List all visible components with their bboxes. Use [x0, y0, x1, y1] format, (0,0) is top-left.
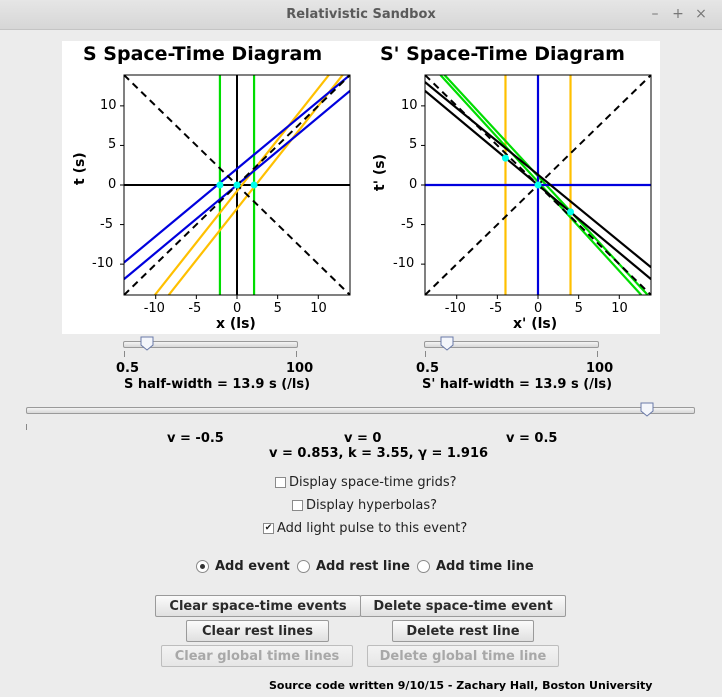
light-pulse-label: Add light pulse to this event? [277, 521, 468, 536]
y-tick-label: -10 [92, 256, 114, 272]
series-line-blue [124, 75, 350, 264]
velocity-slider[interactable] [26, 407, 695, 414]
y-tick-label: 10 [401, 97, 418, 113]
mode-label: Add event [215, 559, 290, 574]
sp-diagram-title: S' Space-Time Diagram [380, 43, 625, 65]
minimize-button[interactable]: – [651, 6, 659, 22]
delete-global-time-line-button[interactable]: Delete global time line [367, 645, 559, 667]
delete-rest-line-button[interactable]: Delete rest line [392, 620, 534, 642]
s-y-axis-label: t (s) [72, 152, 88, 185]
slider-tick [425, 351, 426, 357]
grids-check-box[interactable] [275, 477, 286, 488]
footer-credit: Source code written 9/10/15 - Zachary Ha… [269, 679, 653, 692]
event-point [501, 154, 509, 162]
mode-add-time-line-radio[interactable]: Add time line [417, 559, 534, 574]
x-tick-label: 10 [611, 301, 628, 316]
event-point [534, 181, 542, 189]
plot-area [124, 75, 350, 295]
sp-half-width-slider-thumb[interactable] [440, 336, 454, 351]
y-tick-label: 5 [108, 137, 117, 153]
s-x-axis-label: x (ls) [216, 316, 256, 332]
event-point [216, 181, 224, 189]
sp-half-width-slider[interactable] [424, 341, 599, 348]
y-tick-label: -5 [401, 216, 414, 232]
s-slider-min-label: 0.5 [116, 361, 140, 376]
velocity-slider-thumb[interactable] [640, 402, 654, 417]
y-tick-label: -10 [393, 256, 415, 272]
sp-slider-max-label: 100 [586, 361, 614, 376]
radio-dot[interactable] [196, 560, 209, 573]
delete-event-button[interactable]: Delete space-time event [360, 595, 566, 617]
s-diagram-plot[interactable] [120, 74, 351, 299]
velocity-tick [26, 424, 27, 430]
event-point [250, 181, 258, 189]
s-diagram-title: S Space-Time Diagram [83, 43, 323, 65]
x-tick-label: -10 [143, 301, 165, 316]
close-button[interactable]: × [695, 6, 707, 22]
velocity-tick-zero: v = 0 [344, 431, 382, 446]
x-tick-label: 5 [574, 301, 583, 316]
velocity-tick-pos: v = 0.5 [506, 431, 558, 446]
x-tick-label: 5 [273, 301, 282, 316]
x-tick-label: -5 [489, 301, 503, 316]
title-bar: Relativistic Sandbox – + × [0, 0, 722, 30]
s-half-width-label: S half-width = 13.9 s (/ls) [124, 377, 311, 392]
x-tick-label: 0 [233, 301, 242, 316]
sp-x-axis-label: x' (ls) [513, 316, 558, 332]
y-tick-label: -5 [100, 216, 113, 232]
sp-slider-min-label: 0.5 [416, 361, 440, 376]
y-tick-label: 0 [108, 177, 117, 192]
velocity-tick-neg: v = -0.5 [167, 431, 224, 446]
x-tick-label: 10 [310, 301, 327, 316]
event-point [233, 181, 241, 189]
x-tick-label: -5 [188, 301, 202, 316]
display-grids-checkbox[interactable]: Display space-time grids? [275, 475, 457, 490]
hyperbolas-label: Display hyperbolas? [306, 498, 438, 513]
s-half-width-slider[interactable] [123, 341, 298, 348]
grids-label: Display space-time grids? [289, 475, 457, 490]
radio-dot[interactable] [297, 560, 310, 573]
y-tick-label: 10 [100, 97, 117, 113]
mode-label: Add rest line [316, 559, 410, 574]
clear-rest-lines-button[interactable]: Clear rest lines [186, 620, 329, 642]
light-pulse-check-box[interactable]: ✔ [263, 523, 274, 534]
sp-half-width-label: S' half-width = 13.9 s (/ls) [422, 377, 613, 392]
diagram-panel: S Space-Time Diagram S' Space-Time Diagr… [62, 41, 660, 334]
s-half-width-slider-thumb[interactable] [140, 336, 154, 351]
plot-area [425, 75, 651, 295]
slider-tick [597, 351, 598, 357]
mode-add-rest-line-radio[interactable]: Add rest line [297, 559, 410, 574]
x-tick-label: 0 [534, 301, 543, 316]
mode-label: Add time line [436, 559, 534, 574]
sp-y-axis-label: t' (s) [372, 154, 388, 191]
clear-events-button[interactable]: Clear space-time events [155, 595, 361, 617]
slider-tick [296, 351, 297, 357]
display-hyperbolas-checkbox[interactable]: Display hyperbolas? [292, 498, 437, 513]
light-pulse-checkbox[interactable]: ✔ Add light pulse to this event? [263, 521, 467, 536]
s-slider-max-label: 100 [286, 361, 314, 376]
sp-diagram-plot[interactable] [421, 74, 652, 299]
event-point [567, 208, 575, 216]
radio-dot[interactable] [417, 560, 430, 573]
y-tick-label: 0 [409, 177, 418, 192]
mode-add-event-radio[interactable]: Add event [196, 559, 290, 574]
hyperbolas-check-box[interactable] [292, 500, 303, 511]
maximize-button[interactable]: + [672, 6, 684, 22]
y-tick-label: 5 [409, 137, 418, 153]
slider-tick [124, 351, 125, 357]
window-title: Relativistic Sandbox [286, 7, 436, 22]
velocity-readout: v = 0.853, k = 3.55, γ = 1.916 [269, 446, 489, 461]
series-line-orange [154, 75, 330, 295]
clear-global-time-lines-button[interactable]: Clear global time lines [161, 645, 353, 667]
x-tick-label: -10 [444, 301, 466, 316]
